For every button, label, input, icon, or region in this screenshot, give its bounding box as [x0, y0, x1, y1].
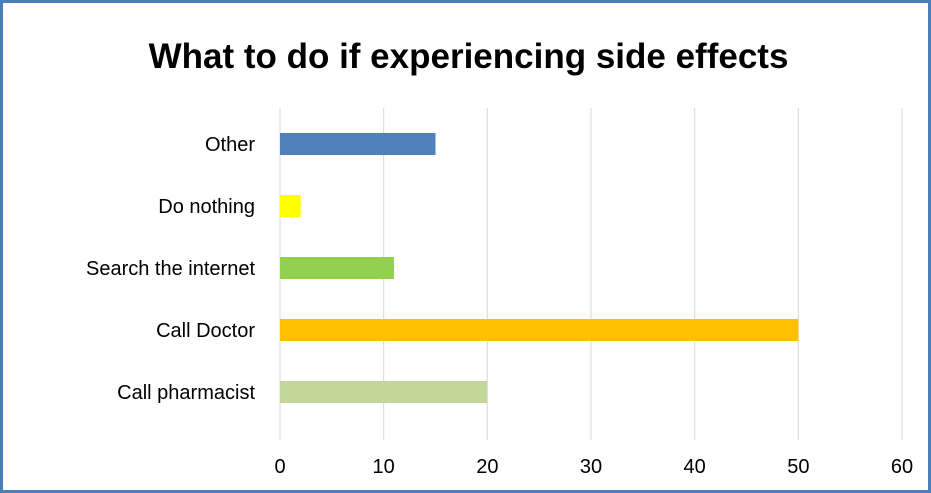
x-tick-label-60: 60: [891, 456, 913, 478]
bar-call-doctor: [280, 319, 799, 341]
bar-other: [280, 133, 436, 155]
category-label-call-doctor: Call Doctor: [156, 320, 255, 342]
category-label-other: Other: [205, 134, 255, 156]
x-tick-label-50: 50: [787, 456, 809, 478]
bar-do-nothing: [280, 195, 301, 217]
category-label-do-nothing: Do nothing: [158, 196, 255, 218]
x-tick-label-20: 20: [476, 456, 498, 478]
gridlines: [279, 108, 903, 440]
bar-search-the-internet: [280, 257, 395, 279]
x-tick-label-30: 30: [580, 456, 602, 478]
bars: [280, 133, 799, 403]
x-tick-label-0: 0: [274, 456, 285, 478]
x-tick-label-40: 40: [684, 456, 706, 478]
x-axis-tick-labels: 0 10 20 30 40 50 60: [274, 456, 913, 478]
bar-call-pharmacist: [280, 381, 488, 403]
category-label-search-the-internet: Search the internet: [86, 258, 255, 280]
category-label-call-pharmacist: Call pharmacist: [117, 382, 255, 404]
chart-title: What to do if experiencing side effects: [148, 37, 789, 76]
x-tick-label-10: 10: [373, 456, 395, 478]
category-labels: Other Do nothing Search the internet Call D…: [86, 134, 255, 404]
